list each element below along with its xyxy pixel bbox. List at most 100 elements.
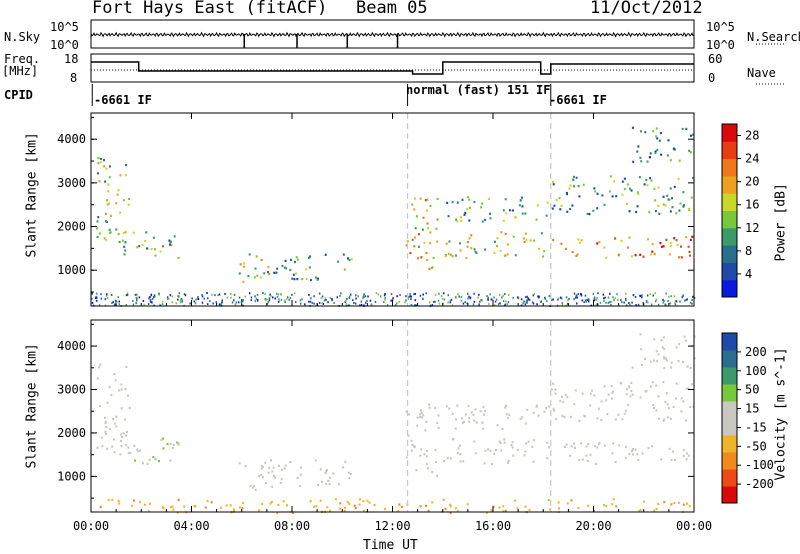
echo-cell xyxy=(671,206,674,209)
echo-cell xyxy=(436,240,439,243)
echo-cell xyxy=(628,236,631,239)
colorbar-tick-label-1-7: -200 xyxy=(745,477,774,491)
echo-cell xyxy=(348,258,351,262)
echo-cell xyxy=(518,204,521,207)
echo-cell xyxy=(525,301,528,304)
echo-cell xyxy=(597,292,599,295)
echo-cell xyxy=(664,204,667,207)
echo-cell xyxy=(105,432,107,435)
echo-cell xyxy=(430,266,433,270)
echo-cell xyxy=(298,484,301,487)
echo-cell xyxy=(657,502,660,506)
echo-cell xyxy=(603,203,606,206)
echo-cell xyxy=(105,212,107,215)
echo-cell xyxy=(134,293,137,296)
echo-cell xyxy=(337,260,340,263)
echo-cell xyxy=(566,210,569,213)
echo-cell xyxy=(473,419,476,422)
echo-cell xyxy=(524,422,527,425)
echo-cell xyxy=(662,419,665,422)
echo-cell xyxy=(610,300,612,303)
echo-cell xyxy=(685,127,688,130)
echo-cell xyxy=(313,302,315,305)
echo-cell xyxy=(374,300,377,303)
echo-cell xyxy=(358,503,361,506)
echo-cell xyxy=(280,298,283,301)
echo-cell xyxy=(463,420,465,424)
echo-cell xyxy=(416,215,418,218)
echo-cell xyxy=(664,401,667,404)
echo-cell xyxy=(565,443,568,446)
echo-cell xyxy=(269,293,271,296)
echo-cell xyxy=(348,297,351,299)
echo-cell xyxy=(468,198,471,201)
echo-cell xyxy=(521,416,524,419)
echo-cell xyxy=(248,292,251,295)
echo-cell xyxy=(662,336,665,339)
echo-cell xyxy=(656,360,659,363)
echo-cell xyxy=(521,196,523,199)
echo-cell xyxy=(465,413,468,416)
echo-cell xyxy=(427,467,429,470)
colorbar-swatch-0-6 xyxy=(722,175,737,194)
echo-cell xyxy=(177,298,179,301)
echo-cell xyxy=(575,254,578,257)
echo-cell xyxy=(620,239,623,242)
echo-cell xyxy=(577,293,579,295)
echo-cell xyxy=(634,448,637,451)
echo-cell xyxy=(617,254,620,257)
echo-cell xyxy=(645,300,648,303)
echo-cell xyxy=(176,511,179,514)
echo-cell xyxy=(504,254,507,257)
echo-cell xyxy=(273,271,276,274)
echo-cell xyxy=(123,253,126,256)
echo-cell xyxy=(449,253,452,256)
echo-cell xyxy=(125,294,128,297)
echo-cell xyxy=(570,445,573,448)
echo-cell xyxy=(493,452,496,455)
echo-cell xyxy=(610,397,613,400)
echo-cell xyxy=(537,296,540,299)
echo-cell xyxy=(510,444,513,447)
echo-cell xyxy=(353,504,356,507)
echo-cell xyxy=(127,446,130,449)
echo-cell xyxy=(496,424,499,427)
echo-cell xyxy=(134,459,137,462)
echo-cell xyxy=(272,475,275,478)
echo-cell xyxy=(568,187,571,190)
echo-cell xyxy=(413,208,416,211)
echo-cell xyxy=(524,296,527,299)
echo-cell xyxy=(687,454,690,457)
echo-cell xyxy=(668,295,670,298)
echo-cell xyxy=(342,466,345,469)
echo-cell xyxy=(436,197,439,201)
echo-cell xyxy=(566,502,569,505)
echo-cell xyxy=(277,503,280,506)
echo-cell xyxy=(503,438,506,441)
echo-cell xyxy=(614,418,617,421)
echo-cell xyxy=(254,267,257,270)
echo-cell xyxy=(279,481,282,485)
echo-cell xyxy=(586,299,589,301)
echo-cell xyxy=(563,415,566,418)
echo-cell xyxy=(660,458,663,461)
echo-cell xyxy=(666,416,669,419)
echo-cell xyxy=(278,464,280,467)
echo-cell xyxy=(283,299,286,302)
echo-cell xyxy=(419,505,422,508)
echo-cell xyxy=(606,413,609,416)
echo-cell xyxy=(658,417,661,420)
echo-cell xyxy=(580,239,583,242)
echo-cell xyxy=(665,238,668,241)
echo-cell xyxy=(116,193,119,196)
echo-cell xyxy=(146,247,149,250)
echo-cell xyxy=(270,500,273,504)
echo-cell xyxy=(464,301,466,304)
echo-cell xyxy=(333,302,335,304)
echo-cell xyxy=(295,301,297,303)
echo-cell xyxy=(313,505,315,508)
echo-cell xyxy=(325,483,328,486)
echo-cell xyxy=(506,461,509,464)
echo-cell xyxy=(177,443,180,446)
